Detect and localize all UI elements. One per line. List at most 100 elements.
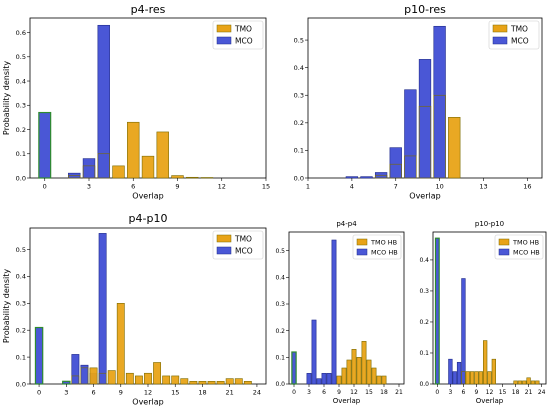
bar-tmo bbox=[535, 380, 540, 385]
bar-tmo bbox=[107, 370, 116, 385]
y-tick-label: 0.0 bbox=[419, 381, 429, 388]
legend-label: MCO HB bbox=[371, 249, 398, 257]
bar-tmo bbox=[404, 155, 417, 179]
legend-swatch-tmo bbox=[216, 234, 232, 243]
bar-mco bbox=[326, 373, 332, 385]
x-tick-label: 10 bbox=[435, 183, 443, 191]
x-tick-label: 15 bbox=[499, 389, 507, 396]
bar-tmo bbox=[291, 351, 297, 385]
x-tick-label: 24 bbox=[253, 389, 261, 397]
x-tick-label: 4 bbox=[350, 183, 354, 191]
bar-tmo bbox=[346, 359, 352, 385]
x-axis-label: Overlap bbox=[476, 397, 504, 405]
y-axis-label: Probability density bbox=[2, 61, 11, 135]
bar-tmo bbox=[225, 378, 234, 385]
y-tick-label: 0.5 bbox=[16, 53, 26, 61]
y-tick-label: 0.1 bbox=[16, 353, 26, 361]
bar-tmo bbox=[483, 340, 488, 385]
x-tick-label: 3 bbox=[87, 183, 91, 191]
y-tick-label: 0.2 bbox=[275, 328, 285, 335]
bar-tmo bbox=[366, 359, 372, 385]
x-tick-label: 16 bbox=[523, 183, 531, 191]
bar-mco bbox=[360, 176, 373, 179]
bar-tmo bbox=[487, 371, 492, 385]
bar-tmo bbox=[153, 362, 162, 385]
bar-tmo bbox=[374, 174, 388, 179]
y-tick-label: 0.5 bbox=[275, 248, 285, 255]
bar-tmo bbox=[478, 371, 483, 385]
y-tick-label: 0.2 bbox=[294, 119, 304, 127]
legend-swatch-mco bbox=[216, 246, 232, 255]
bar-tmo bbox=[71, 375, 80, 385]
y-tick-label: 0.2 bbox=[419, 319, 429, 326]
bar-tmo bbox=[361, 341, 367, 385]
x-tick-label: 0 bbox=[43, 183, 47, 191]
bar-tmo bbox=[433, 94, 446, 179]
x-tick-label: 12 bbox=[144, 389, 152, 397]
bar-tmo bbox=[513, 380, 518, 385]
x-tick-label: 18 bbox=[512, 389, 520, 396]
x-tick-label: 6 bbox=[91, 389, 95, 397]
bar-mco bbox=[461, 278, 466, 385]
y-tick-label: 0.4 bbox=[275, 274, 285, 281]
bar-tmo bbox=[491, 358, 496, 385]
x-axis-label: Overlap bbox=[132, 192, 163, 201]
bar-tmo bbox=[448, 117, 461, 179]
x-tick-label: 21 bbox=[226, 389, 234, 397]
bar-tmo bbox=[336, 375, 342, 385]
y-tick-label: 0.1 bbox=[294, 147, 304, 155]
bar-tmo bbox=[127, 121, 140, 179]
legend-swatch-tmo bbox=[498, 238, 510, 246]
bar-mco bbox=[456, 361, 462, 385]
bar-tmo bbox=[381, 375, 387, 385]
bar-tmo bbox=[34, 326, 44, 385]
x-tick-label: 13 bbox=[479, 183, 487, 191]
x-axis-label: Overlap bbox=[132, 398, 163, 407]
x-tick-label: 3 bbox=[64, 389, 68, 397]
bar-tmo bbox=[116, 303, 125, 385]
chart-title: p10-p10 bbox=[475, 220, 504, 228]
bar-tmo bbox=[189, 381, 198, 385]
y-tick-label: 0.3 bbox=[419, 288, 429, 295]
y-tick-label: 0.4 bbox=[419, 257, 429, 264]
y-tick-label: 0.4 bbox=[16, 77, 26, 85]
y-tick-label: 0.3 bbox=[16, 300, 26, 308]
bar-tmo bbox=[434, 237, 440, 385]
x-tick-label: 7 bbox=[394, 183, 398, 191]
bar-tmo bbox=[465, 371, 470, 385]
bar-tmo bbox=[97, 153, 110, 179]
legend-label: MCO bbox=[511, 37, 529, 46]
bar-mco bbox=[331, 239, 337, 385]
panel-p10-res: p10-res 1 4 7 10 13 16 0.0 0.1 0.2 0.3 0.4 0.5 Overla… bbox=[294, 3, 543, 201]
x-tick-label: 9 bbox=[119, 389, 123, 397]
bar-tmo bbox=[207, 381, 216, 385]
legend-label: TMO HB bbox=[370, 239, 397, 247]
bar-tmo bbox=[418, 105, 432, 179]
bar-mco bbox=[98, 233, 107, 385]
legend-label: TMO HB bbox=[512, 239, 539, 247]
panel-p4-p10: p4-p10 0 3 6 9 12 15 18 21 24 0.0 0.1 0.2 0.3 0.4 0.5 Ov… bbox=[2, 212, 267, 407]
legend-swatch-tmo bbox=[356, 238, 368, 246]
x-tick-label: 12 bbox=[218, 183, 226, 191]
legend-label: MCO bbox=[235, 247, 253, 256]
legend-swatch-mco bbox=[356, 248, 368, 256]
y-tick-label: 0.1 bbox=[16, 150, 26, 158]
y-tick-label: 0.0 bbox=[16, 174, 26, 182]
x-tick-label: 9 bbox=[475, 389, 479, 396]
bar-tmo bbox=[469, 371, 475, 385]
bar-tmo bbox=[234, 378, 243, 385]
y-tick-label: 0.5 bbox=[294, 36, 304, 44]
bar-tmo bbox=[530, 380, 536, 385]
x-tick-label: 6 bbox=[131, 183, 135, 191]
y-tick-label: 0.0 bbox=[275, 381, 285, 388]
y-tick-label: 0.2 bbox=[16, 326, 26, 334]
x-axis-label: Overlap bbox=[333, 397, 361, 405]
y-tick-label: 0.0 bbox=[294, 174, 304, 182]
bar-tmo bbox=[144, 372, 152, 385]
bar-tmo bbox=[517, 380, 523, 385]
x-tick-label: 3 bbox=[307, 389, 311, 396]
legend-label: MCO HB bbox=[513, 249, 540, 257]
chart-title: p4-p4 bbox=[336, 220, 357, 228]
bar-tmo bbox=[171, 175, 184, 179]
